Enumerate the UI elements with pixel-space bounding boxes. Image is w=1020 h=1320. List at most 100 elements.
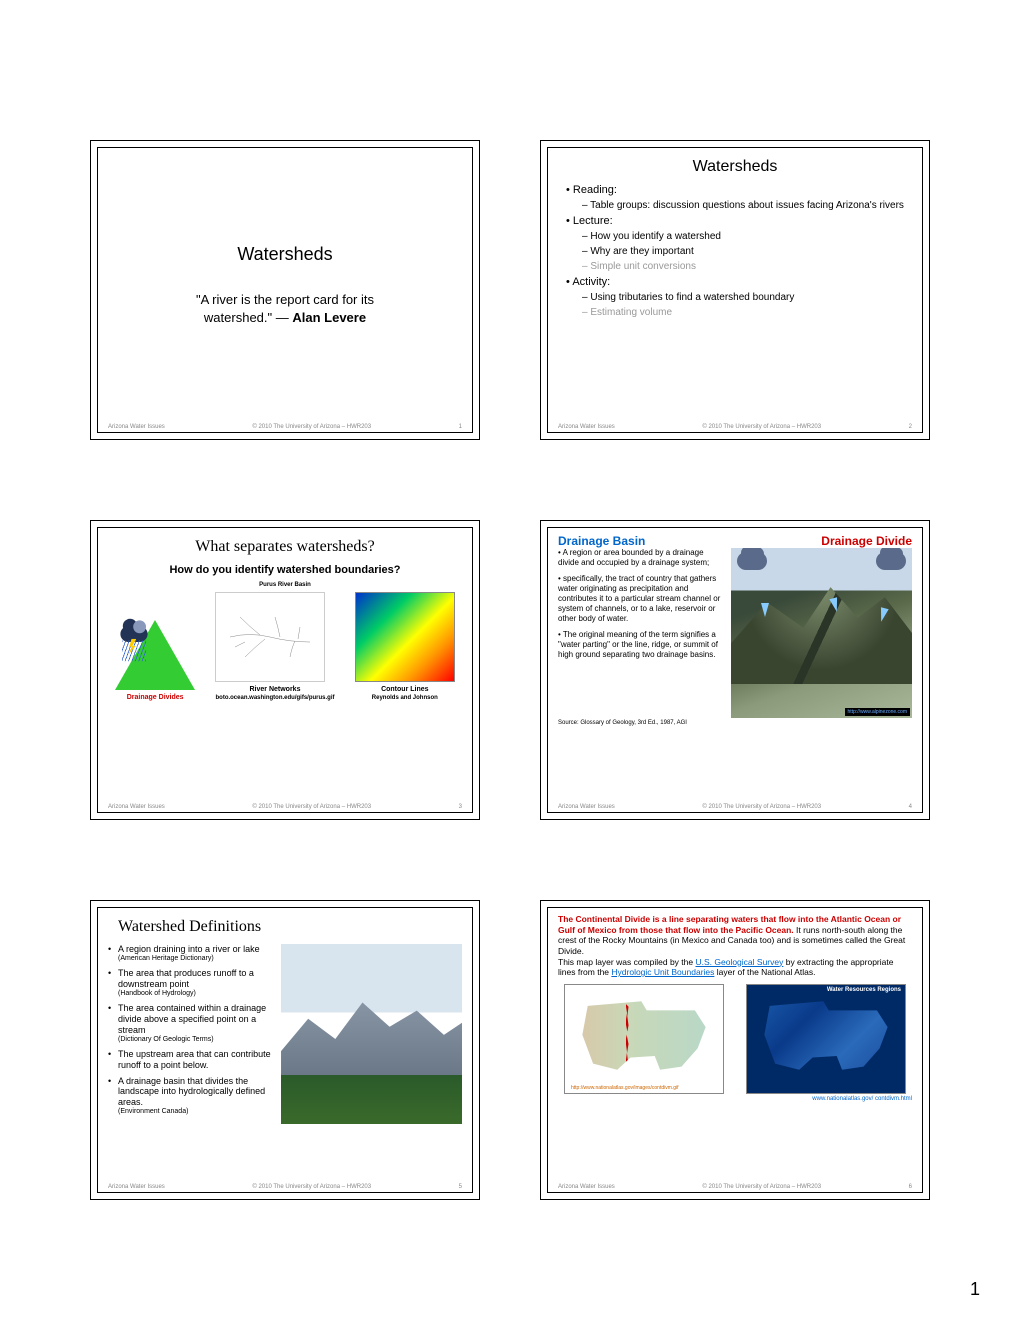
slide4-image: http://www.alpinezone.com [731, 548, 912, 718]
arrow-down-icon [761, 603, 769, 617]
def-1: A region draining into a river or lake (… [108, 944, 275, 963]
river-map [215, 592, 325, 682]
contour-cell: Contour Lines Reynolds and Johnson [355, 592, 455, 701]
divides-label: Drainage Divides [115, 694, 195, 701]
drainage-basin-label: Drainage Basin [558, 534, 645, 548]
def5-text: A drainage basin that divides the landsc… [118, 1076, 265, 1108]
ridge-shape [731, 582, 912, 684]
cloud-icon [876, 552, 906, 570]
slide4-footer: Arizona Water Issues © 2010 The Universi… [558, 804, 912, 810]
activity-header: Activity: [566, 276, 912, 288]
footer-num: 5 [459, 1184, 462, 1190]
footer-left: Arizona Water Issues [108, 1184, 165, 1190]
rivers-cell: River Networks boto.ocean.washington.edu… [215, 592, 334, 701]
def1-src: (American Heritage Dictionary) [118, 955, 275, 963]
contour-map [355, 592, 455, 682]
slide3-title: What separates watersheds? [108, 538, 462, 556]
slide4-text: • A region or area bounded by a drainage… [558, 548, 725, 718]
footer-left: Arizona Water Issues [108, 424, 165, 430]
slide5-body: A region draining into a river or lake (… [108, 944, 462, 1124]
slide-3-inner: What separates watersheds? How do you id… [97, 527, 473, 813]
footer-num: 1 [459, 424, 462, 430]
footer-num: 6 [909, 1184, 912, 1190]
quote-line2: watershed." — [204, 310, 292, 325]
usgs-link[interactable]: U.S. Geological Survey [695, 957, 783, 967]
slide6-footer: Arizona Water Issues © 2010 The Universi… [558, 1184, 912, 1190]
landscape-photo [281, 944, 462, 1124]
def-4: The upstream area that can contribute ru… [108, 1049, 275, 1071]
slide2-title: Watersheds [558, 158, 912, 176]
lecture-item1: How you identify a watershed [582, 230, 912, 243]
slide6-text: The Continental Divide is a line separat… [558, 914, 912, 978]
us-map-regions: Water Resources Regions [746, 984, 906, 1094]
slide-3: What separates watersheds? How do you id… [90, 520, 480, 820]
river-lines-icon [220, 597, 320, 677]
lecture-item3: Simple unit conversions [582, 260, 912, 273]
txt2c: layer of the National Atlas. [714, 967, 815, 977]
page-number: 1 [970, 1279, 980, 1300]
slide-4: Drainage Basin Drainage Divide • A regio… [540, 520, 930, 820]
rivers-label: River Networks [215, 686, 334, 693]
slide5-footer: Arizona Water Issues © 2010 The Universi… [108, 1184, 462, 1190]
map1-url: http://www.nationalatlas.gov/images/cont… [569, 1085, 681, 1091]
slide4-header: Drainage Basin Drainage Divide [558, 534, 912, 548]
footer-left: Arizona Water Issues [558, 804, 615, 810]
river-source: boto.ocean.washington.edu/gifs/purus.gif [215, 695, 334, 701]
slide4-p1: • A region or area bounded by a drainage… [558, 548, 725, 568]
continental-divide-line [626, 1004, 629, 1066]
def-2: The area that produces runoff to a downs… [108, 968, 275, 998]
drainage-divide-label: Drainage Divide [821, 534, 912, 548]
footer-center: © 2010 The University of Arizona – HWR20… [165, 804, 459, 810]
txt2a: This map layer was compiled by the [558, 957, 695, 967]
lecture-item2: Why are they important [582, 245, 912, 258]
storm-icon [114, 620, 154, 665]
def5-src: (Environment Canada) [118, 1108, 275, 1116]
slide1-title: Watersheds [108, 244, 462, 265]
slide-6: The Continental Divide is a line separat… [540, 900, 930, 1200]
hub-link[interactable]: Hydrologic Unit Boundaries [611, 967, 714, 977]
us-regions-shape [759, 997, 893, 1073]
def-5: A drainage basin that divides the landsc… [108, 1076, 275, 1117]
def2-src: (Handbook of Hydrology) [118, 990, 275, 998]
slide2-footer: Arizona Water Issues © 2010 The Universi… [558, 424, 912, 430]
footer-center: © 2010 The University of Arizona – HWR20… [615, 1184, 909, 1190]
slide-5-inner: Watershed Definitions A region draining … [97, 907, 473, 1193]
maps-row: http://www.nationalatlas.gov/images/cont… [558, 984, 912, 1094]
divides-cell: Drainage Divides [115, 620, 195, 701]
slide4-p3: • The original meaning of the term signi… [558, 630, 725, 660]
slide-5: Watershed Definitions A region draining … [90, 900, 480, 1200]
slide5-title: Watershed Definitions [118, 918, 462, 936]
contour-source: Reynolds and Johnson [355, 695, 455, 701]
mountains-shape [281, 994, 462, 1075]
footer-left: Arizona Water Issues [558, 424, 615, 430]
footer-center: © 2010 The University of Arizona – HWR20… [615, 804, 909, 810]
footer-left: Arizona Water Issues [558, 1184, 615, 1190]
def3-text: The area contained within a drainage div… [118, 1003, 266, 1035]
map2-label: Water Resources Regions [827, 987, 901, 993]
slide-4-inner: Drainage Basin Drainage Divide • A regio… [547, 527, 923, 813]
footer-num: 4 [909, 804, 912, 810]
footer-num: 3 [459, 804, 462, 810]
slide4-body: • A region or area bounded by a drainage… [558, 548, 912, 718]
mountain-photo: http://www.alpinezone.com [731, 548, 912, 718]
footer-left: Arizona Water Issues [108, 804, 165, 810]
footer-center: © 2010 The University of Arizona – HWR20… [165, 1184, 459, 1190]
footer-num: 2 [909, 424, 912, 430]
contour-label: Contour Lines [355, 686, 455, 693]
def3-src: (Dictionary Of Geologic Terms) [118, 1036, 275, 1044]
slide-2: Watersheds Reading: Table groups: discus… [540, 140, 930, 440]
def1-text: A region draining into a river or lake [118, 944, 260, 954]
def-3: The area contained within a drainage div… [108, 1003, 275, 1044]
cloud-icon [737, 552, 767, 570]
slide3-subtitle: How do you identify watershed boundaries… [108, 564, 462, 576]
quote-line1: "A river is the report card for its [196, 292, 374, 307]
us-map-divide: http://www.nationalatlas.gov/images/cont… [564, 984, 724, 1094]
slide1-footer: Arizona Water Issues © 2010 The Universi… [108, 424, 462, 430]
image-url: http://www.alpinezone.com [845, 708, 910, 716]
quote-author: Alan Levere [292, 310, 366, 325]
slide1-quote: "A river is the report card for its wate… [108, 291, 462, 327]
footer-center: © 2010 The University of Arizona – HWR20… [615, 424, 909, 430]
us-outline [577, 997, 711, 1073]
slide3-row: Drainage Divides River Networks boto.oce… [108, 592, 462, 701]
slide4-source: Source: Glossary of Geology, 3rd Ed., 19… [558, 720, 912, 726]
